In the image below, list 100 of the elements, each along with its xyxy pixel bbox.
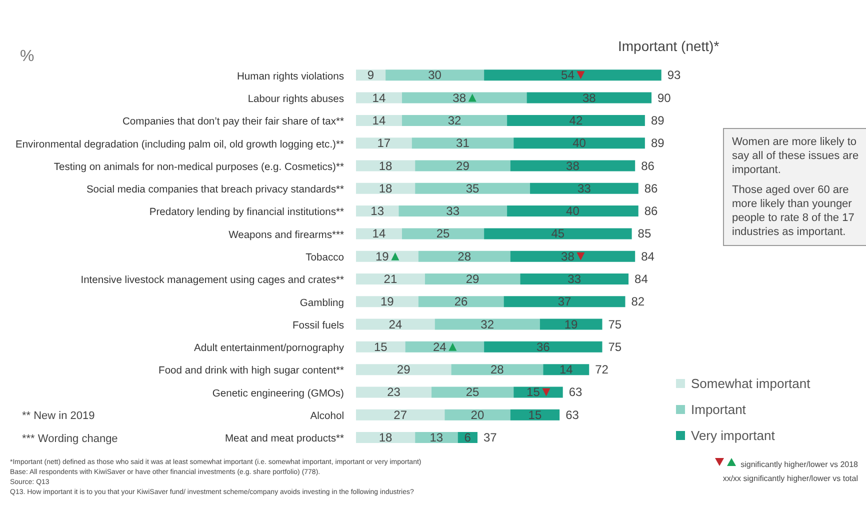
bar <box>543 364 590 376</box>
data-label: 18 <box>378 181 393 196</box>
data-label: 32 <box>480 317 494 332</box>
bar <box>356 70 386 81</box>
y-tick-label: Intensive livestock management using cages and crates** <box>80 275 344 286</box>
legend-label: Somewhat important <box>690 374 810 393</box>
bar <box>356 318 435 330</box>
bar <box>356 386 432 398</box>
bar <box>424 273 520 284</box>
data-label: 18 <box>378 158 393 173</box>
bar <box>356 432 416 444</box>
data-label: 14 <box>372 113 386 128</box>
chart-title: Important (nett)* <box>618 38 720 54</box>
y-tick-label: Adult entertainment/pornography <box>194 343 345 354</box>
y-tick-label: Testing on animals for non-medical purposes (e.g. Cosmetics)** <box>54 162 344 173</box>
bar <box>356 250 418 262</box>
total-label: 75 <box>608 317 622 332</box>
bar <box>356 182 416 194</box>
bar <box>504 296 626 308</box>
bar <box>356 228 402 240</box>
bar <box>415 432 458 444</box>
bar <box>510 250 636 262</box>
data-label: 14 <box>372 90 386 105</box>
text: xx/xx significantly higher/lower vs total <box>722 473 858 485</box>
y-tick-label: Gambling <box>300 298 344 309</box>
bar <box>418 250 510 262</box>
data-label: 38 <box>452 90 466 105</box>
data-label: 19 <box>376 249 390 264</box>
total-label: 89 <box>650 136 665 150</box>
bar <box>507 206 638 217</box>
data-label: 40 <box>566 204 580 218</box>
total-label: 63 <box>568 385 583 400</box>
bar <box>444 409 510 420</box>
total-label: 86 <box>644 204 658 218</box>
total-label: 86 <box>641 158 655 173</box>
data-label: 19 <box>380 294 394 309</box>
data-label: 30 <box>428 68 442 82</box>
data-label: 20 <box>470 408 484 422</box>
bar <box>484 70 662 81</box>
data-label: 15 <box>374 340 388 354</box>
y-tick-label: Human rights violations <box>236 71 344 82</box>
bar <box>412 138 514 149</box>
y-tick-label: Alcohol <box>310 411 344 422</box>
bar <box>356 341 406 352</box>
bar <box>356 296 418 308</box>
data-label: 29 <box>456 158 470 173</box>
total-label: 86 <box>644 181 658 196</box>
total-label: 84 <box>641 249 655 264</box>
bar <box>405 341 484 352</box>
total-label: 89 <box>650 113 665 128</box>
bar <box>432 386 514 398</box>
legend-label: Very important <box>690 426 776 445</box>
bar <box>398 206 508 217</box>
total-label: 72 <box>595 362 609 377</box>
bar <box>507 114 645 126</box>
bar <box>510 409 560 420</box>
total-label: 82 <box>631 294 645 309</box>
bar <box>510 160 636 172</box>
data-label: 13 <box>430 430 444 445</box>
total-label: 90 <box>658 90 672 105</box>
text: ** New in 2019 <box>22 410 95 422</box>
data-label: 6 <box>464 430 472 445</box>
data-label: 35 <box>466 181 480 196</box>
data-label: 40 <box>572 136 586 150</box>
data-label: 38 <box>566 158 580 173</box>
bar <box>418 296 504 308</box>
data-label: 14 <box>559 362 574 377</box>
data-label: 25 <box>436 226 450 241</box>
data-label: 29 <box>466 272 480 286</box>
bar <box>356 114 402 126</box>
total-label: 84 <box>634 272 648 286</box>
data-label: 38 <box>582 90 596 105</box>
y-tick-label: Social media companies that breach privacy standards** <box>86 184 344 196</box>
bar <box>402 228 484 240</box>
y-tick-label: Tobacco <box>306 252 344 264</box>
data-label: 25 <box>466 385 480 400</box>
data-label: 38 <box>561 249 575 264</box>
data-label: 14 <box>372 226 386 241</box>
bar <box>540 318 602 330</box>
data-label: 26 <box>454 294 468 309</box>
data-label: 33 <box>568 272 582 286</box>
data-label: 33 <box>578 181 592 196</box>
data-label: 54 <box>561 68 575 82</box>
data-label: 15 <box>526 385 540 400</box>
data-label: 32 <box>448 113 462 128</box>
text: *** Wording change <box>22 433 118 445</box>
y-tick-label: Labour rights abuses <box>248 94 344 105</box>
bar <box>356 273 425 284</box>
data-label: 42 <box>569 113 583 128</box>
data-label: 28 <box>458 249 472 264</box>
text: Women are more likely to say all of these issues are important. <box>732 135 860 177</box>
data-label: 37 <box>558 294 572 309</box>
y-axis-title: % <box>20 48 34 66</box>
data-label: 23 <box>387 385 401 400</box>
data-label: 28 <box>490 362 504 377</box>
y-tick-label: Food and drink with high sugar content** <box>158 366 344 377</box>
total-label: 85 <box>638 226 652 241</box>
y-tick-label: Companies that don’t pay their fair share of tax** <box>122 116 344 128</box>
bar <box>514 138 645 149</box>
total-label: 37 <box>483 430 498 445</box>
